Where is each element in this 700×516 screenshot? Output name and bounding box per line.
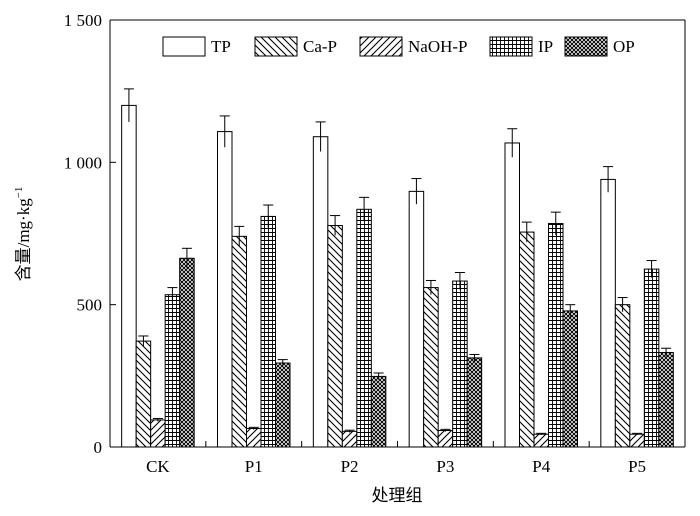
plot-area [109, 19, 686, 448]
bar-ip [164, 294, 181, 448]
bar-naoh-p [533, 433, 549, 448]
x-tick-label: P2 [341, 457, 359, 476]
bar-tp [408, 190, 425, 448]
bar-ca-p [231, 235, 247, 448]
legend-swatch-op [564, 36, 608, 57]
legend-label-op: OP [613, 37, 635, 56]
bar-naoh-p [150, 419, 166, 448]
x-tick-label: P5 [628, 457, 646, 476]
bar-ca-p [327, 225, 343, 448]
bar-ip [356, 208, 372, 448]
bar-ca-p [135, 340, 152, 448]
legend-label-tp: TP [211, 37, 231, 56]
bar-ca-p [423, 287, 439, 448]
bar-naoh-p [437, 429, 454, 448]
x-axis-ticks: CK P1 P2 P3 P4 P5 [146, 441, 646, 476]
y-axis-label-main: 含量/mg·kg [14, 198, 33, 282]
y-tick-label: 1 500 [64, 11, 102, 30]
bar-tp [217, 131, 233, 448]
y-tick-label: 0 [94, 438, 103, 457]
legend: TP Ca-P NaOH-P IP OP [162, 36, 635, 57]
bar-naoh-p [246, 427, 262, 448]
bar-naoh-p [629, 433, 645, 448]
bar-tp [121, 104, 137, 448]
x-tick-label: P4 [532, 457, 550, 476]
y-tick-label: 500 [77, 296, 103, 315]
legend-swatch-ip [489, 36, 533, 57]
legend-swatch-tp [162, 36, 206, 57]
x-tick-label: CK [146, 457, 170, 476]
bar-ca-p [519, 231, 535, 448]
bar-ip [452, 280, 468, 448]
y-axis-ticks: 0 500 1 000 1 500 [64, 11, 116, 457]
bar-ip [643, 268, 660, 448]
legend-label-naoh-p: NaOH-P [408, 37, 468, 56]
x-tick-label: P1 [245, 457, 263, 476]
bar-op [179, 257, 195, 448]
y-axis-label-superscript: −1 [13, 187, 25, 199]
x-axis-label: 处理组 [372, 486, 423, 505]
bar-naoh-p [341, 430, 358, 448]
bar-tp [504, 142, 520, 448]
x-tick-label: P3 [436, 457, 454, 476]
bar-tp [600, 178, 616, 448]
bars [121, 88, 674, 448]
bar-op [658, 351, 674, 448]
bar-op [370, 375, 387, 448]
y-axis-label: 含量/mg·kg−1 [13, 187, 33, 282]
y-tick-label: 1 000 [64, 153, 102, 172]
legend-label-ca-p: Ca-P [303, 37, 337, 56]
bar-ip [260, 215, 276, 448]
bar-op [562, 310, 578, 448]
legend-swatch-naoh-p [359, 36, 403, 57]
bar-tp [312, 136, 329, 448]
legend-label-ip: IP [538, 37, 553, 56]
bar-ca-p [614, 304, 631, 448]
bar-op [466, 357, 483, 448]
bar-ip [548, 223, 564, 448]
legend-swatch-ca-p [254, 36, 298, 57]
bar-op [275, 362, 291, 448]
